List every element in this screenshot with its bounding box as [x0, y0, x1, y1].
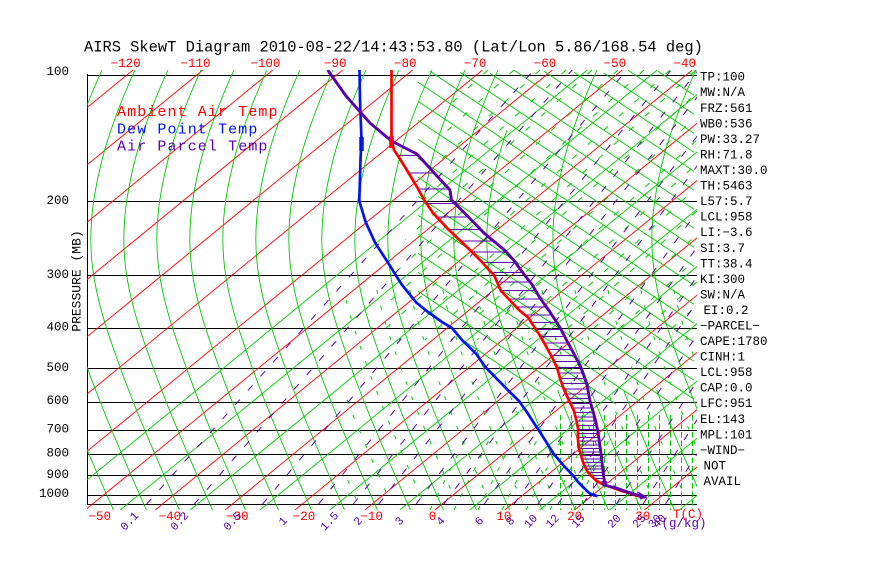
svg-text:WB0:536: WB0:536	[700, 117, 753, 131]
svg-text:PW:33.27: PW:33.27	[700, 133, 760, 147]
svg-text:TH:5463: TH:5463	[700, 180, 753, 194]
svg-text:−110: −110	[180, 57, 210, 71]
svg-text:AVAIL: AVAIL	[704, 475, 742, 489]
svg-text:−100: −100	[250, 57, 280, 71]
svg-text:400: 400	[46, 320, 69, 334]
svg-text:MAXT:30.0: MAXT:30.0	[700, 164, 768, 178]
svg-text:TT:38.4: TT:38.4	[700, 257, 753, 271]
svg-text:Ambient Air Temp: Ambient Air Temp	[117, 104, 279, 121]
svg-text:100: 100	[46, 65, 69, 79]
svg-text:200: 200	[46, 194, 69, 208]
svg-text:Dew Point Temp: Dew Point Temp	[117, 122, 258, 139]
svg-text:−WIND−: −WIND−	[700, 444, 745, 458]
svg-text:700: 700	[46, 422, 69, 436]
svg-text:CINH:1: CINH:1	[700, 351, 745, 365]
svg-text:900: 900	[46, 468, 69, 482]
svg-text:(g/kg): (g/kg)	[661, 517, 706, 531]
svg-text:TP:100: TP:100	[700, 71, 745, 85]
svg-text:MPL:101: MPL:101	[700, 428, 753, 442]
svg-text:CAPE:1780: CAPE:1780	[700, 335, 768, 349]
svg-text:−40: −40	[674, 57, 697, 71]
svg-text:EI:0.2: EI:0.2	[704, 304, 749, 318]
svg-text:−50: −50	[88, 510, 111, 524]
svg-text:NOT: NOT	[704, 459, 727, 473]
svg-text:−70: −70	[464, 57, 487, 71]
svg-text:AIRS SkewT Diagram 2010-08-22/: AIRS SkewT Diagram 2010-08-22/14:43:53.8…	[84, 39, 703, 57]
svg-text:LI:−3.6: LI:−3.6	[700, 226, 753, 240]
svg-text:−50: −50	[604, 57, 627, 71]
svg-text:PRESSURE (MB): PRESSURE (MB)	[70, 230, 85, 331]
svg-text:MW:N/A: MW:N/A	[700, 86, 746, 100]
svg-text:500: 500	[46, 361, 69, 375]
svg-text:−90: −90	[324, 57, 347, 71]
svg-text:LCL:958: LCL:958	[700, 211, 753, 225]
svg-text:SI:3.7: SI:3.7	[700, 242, 745, 256]
svg-text:LCL:958: LCL:958	[700, 366, 753, 380]
svg-text:−20: −20	[293, 510, 316, 524]
svg-text:L57:5.7: L57:5.7	[700, 195, 753, 209]
svg-text:CAP:0.0: CAP:0.0	[700, 382, 753, 396]
svg-text:KI:300: KI:300	[700, 273, 745, 287]
svg-text:EL:143: EL:143	[700, 413, 745, 427]
svg-text:800: 800	[46, 447, 69, 461]
svg-text:SW:N/A: SW:N/A	[700, 288, 746, 302]
svg-text:FRZ:561: FRZ:561	[700, 102, 753, 116]
svg-text:−PARCEL−: −PARCEL−	[700, 320, 760, 334]
svg-text:600: 600	[46, 394, 69, 408]
svg-text:RH:71.8: RH:71.8	[700, 148, 753, 162]
svg-text:300: 300	[46, 268, 69, 282]
svg-text:−60: −60	[534, 57, 557, 71]
svg-text:1000: 1000	[39, 487, 69, 501]
svg-text:−120: −120	[111, 57, 141, 71]
svg-text:−80: −80	[394, 57, 417, 71]
svg-text:Air Parcel Temp: Air Parcel Temp	[117, 139, 269, 156]
svg-text:LFC:951: LFC:951	[700, 397, 753, 411]
